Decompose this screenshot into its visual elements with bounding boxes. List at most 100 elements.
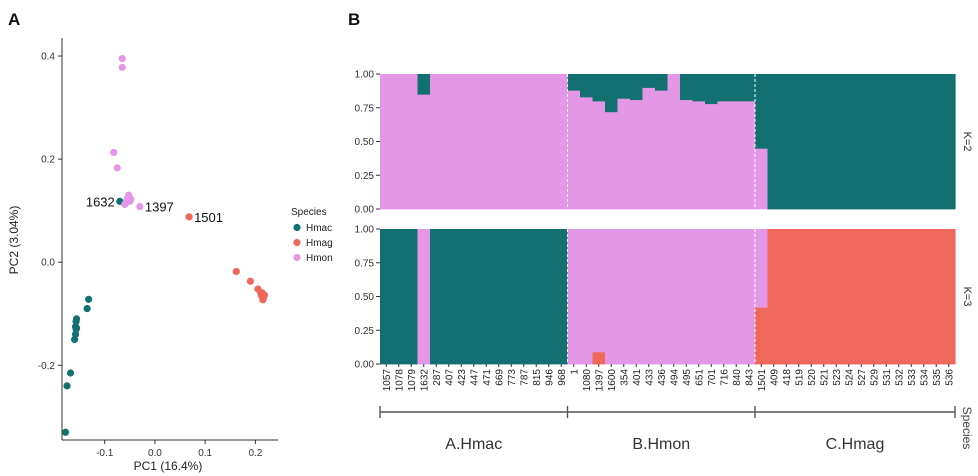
pca-point-hmon — [113, 164, 121, 172]
facet-strip-label: K=3 — [961, 287, 973, 307]
group-label: C.Hmag — [826, 436, 885, 453]
pca-point-hmac — [61, 428, 70, 436]
bar-segment-hmac — [805, 74, 819, 210]
bar-segment-hmon — [667, 229, 681, 365]
bar-segment-hmac — [417, 74, 431, 95]
sample-id-label: 494 — [669, 369, 680, 386]
bar-segment-hmac — [792, 74, 806, 210]
bar-segment-hmac — [730, 74, 744, 102]
bar-segment-hmac — [892, 74, 906, 210]
bar-segment-hmon — [717, 101, 731, 210]
bar-segment-hmac — [455, 229, 469, 365]
sample-id-label: 524 — [844, 369, 855, 386]
pca-point-hmac — [83, 304, 91, 313]
pca-point-hmac — [85, 295, 93, 303]
sample-id-label: 773 — [507, 369, 518, 386]
bar-segment-hmac — [555, 229, 569, 365]
bar-segment-hmon — [580, 96, 594, 210]
pca-y-axis-label: PC2 (3.04%) — [7, 206, 21, 275]
pca-ticks: -0.1 0.0 0.1 0.2 -0.2 0.0 0.2 0.4 — [38, 52, 263, 459]
bar-segment-hmac — [767, 74, 781, 210]
bar-segment-hmag — [792, 229, 806, 365]
bar-segment-hmac — [505, 229, 519, 365]
sample-id-label: 946 — [544, 369, 555, 386]
bar-segment-hmac — [592, 74, 606, 102]
sample-id-label: 423 — [457, 369, 468, 386]
bar-segment-hmon — [492, 74, 506, 210]
structure-y-tick-label: 0.00 — [355, 205, 375, 216]
bar-segment-hmac — [567, 74, 581, 91]
bar-segment-hmac — [405, 229, 419, 365]
bar-segment-hmon — [442, 74, 456, 210]
panel-a-label: A — [8, 10, 20, 29]
sample-id-label: 815 — [532, 369, 543, 386]
bar-segment-hmac — [855, 74, 869, 210]
pca-x-tick-label: 0.0 — [148, 448, 162, 459]
legend-label-hmon: Hmon — [306, 253, 333, 264]
legend-marker-hmac — [293, 223, 301, 232]
sample-id-label: 529 — [869, 369, 880, 386]
bar-segment-hmac — [380, 229, 394, 365]
sample-id-label: 534 — [919, 369, 930, 386]
pca-scatter-plot: -0.1 0.0 0.1 0.2-0.20.00.20.4 1632 13971501 … — [7, 38, 278, 473]
bar-segment-hmon — [592, 229, 606, 353]
bar-segment-hmac — [655, 74, 669, 91]
structure-y-tick-label: 0.50 — [355, 292, 375, 303]
structure-y-tick-label: 0.00 — [355, 360, 375, 371]
pca-point-hmac — [71, 323, 80, 331]
sample-id-label: 536 — [944, 369, 955, 386]
pca-point-hmon — [136, 202, 144, 211]
bar-segment-hmag — [880, 229, 894, 365]
bar-segment-hmac — [480, 229, 494, 365]
bar-segment-hmon — [755, 148, 769, 210]
pca-point-hmac — [63, 382, 71, 390]
pca-point-hmac — [72, 315, 81, 323]
bar-segment-hmon — [417, 229, 431, 365]
bar-segment-hmon — [742, 229, 756, 365]
bar-segment-hmac — [580, 74, 594, 98]
structure-facets: 0.00 0.25 0.50 0.75 1.00 K=2 0.00 0.25 0.50 0.75 1… — [355, 70, 973, 371]
sample-id-label: 532 — [894, 369, 905, 386]
sample-id-label: 407 — [444, 369, 455, 386]
bar-segment-hmon — [730, 101, 744, 210]
bar-segment-hmag — [855, 229, 869, 365]
pca-y-tick-label: 0.2 — [41, 155, 55, 166]
bar-segment-hmac — [392, 229, 406, 365]
bar-segment-hmon — [405, 74, 419, 210]
bar-segment-hmac — [605, 74, 619, 113]
sample-id-label: 968 — [557, 369, 568, 386]
bar-segment-hmon — [692, 101, 706, 210]
bar-segment-hmon — [380, 74, 394, 210]
pca-x-tick-label: 0.2 — [248, 448, 262, 459]
facet-K2: 0.00 0.25 0.50 0.75 1.00 K=2 — [355, 70, 973, 216]
bar-segment-hmon — [705, 103, 719, 210]
bar-segment-hmon — [730, 229, 744, 365]
bar-segment-hmon — [480, 74, 494, 210]
bar-segment-hmac — [630, 74, 644, 101]
bar-segment-hmac — [817, 74, 831, 210]
pca-point-hmon — [121, 200, 129, 209]
sample-id-label: 523 — [832, 369, 843, 386]
sample-id-label: 1057 — [382, 369, 393, 392]
legend-label-hmag: Hmag — [306, 238, 333, 249]
sample-id-label: 669 — [494, 369, 505, 386]
bar-segment-hmon — [605, 229, 619, 365]
sample-id-label: 1397 — [594, 369, 605, 392]
bar-segment-hmac — [755, 74, 769, 149]
legend-title: Species — [291, 207, 327, 218]
pca-point-hmag — [259, 296, 267, 304]
bar-segment-hmag — [767, 229, 781, 365]
bar-segment-hmon — [680, 229, 694, 365]
pca-y-tick-label: -0.2 — [38, 361, 56, 372]
pca-point-hmon — [110, 148, 118, 157]
bar-segment-hmac — [642, 74, 656, 88]
bar-segment-hmon — [417, 94, 431, 210]
structure-y-tick-label: 0.25 — [355, 171, 375, 182]
sample-id-label: 1079 — [407, 369, 418, 392]
bar-segment-hmon — [642, 87, 656, 210]
species-legend: Species Hmac Hmag Hmon — [291, 207, 333, 264]
sample-id-label: 433 — [644, 369, 655, 386]
sample-id-label: 1 — [569, 369, 580, 375]
bar-segment-hmon — [667, 74, 681, 210]
bar-segment-hmag — [805, 229, 819, 365]
